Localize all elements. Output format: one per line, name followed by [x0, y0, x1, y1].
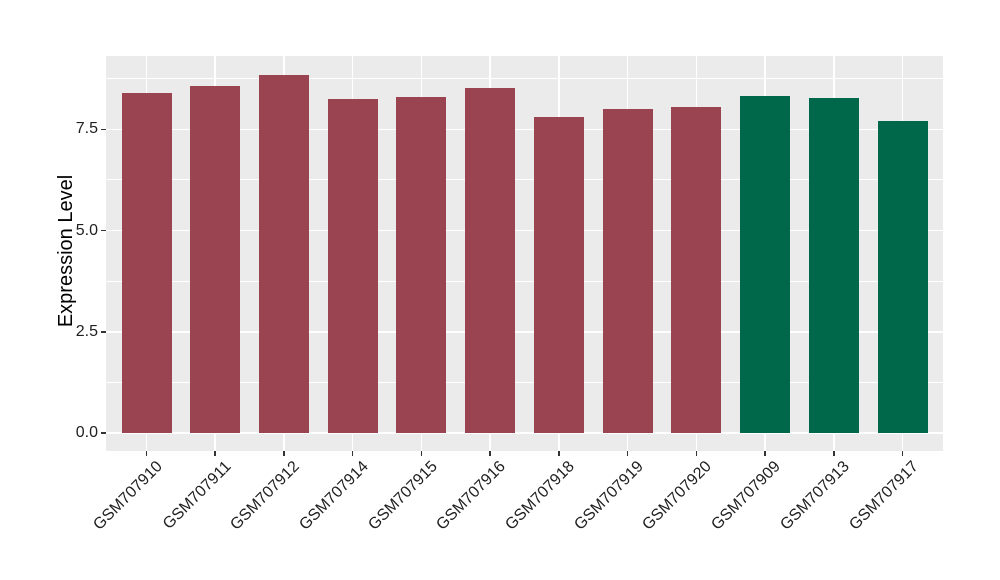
x-tick-mark	[489, 451, 491, 456]
minor-gridline	[106, 78, 943, 80]
x-tick-mark	[901, 451, 904, 456]
bar-GSM707918	[533, 117, 584, 434]
y-tick-label: 0.0	[75, 424, 98, 442]
x-tick-label-text: GSM707919	[571, 458, 647, 534]
x-tick-label-text: GSM707920	[639, 458, 716, 534]
plot-panel	[106, 56, 943, 451]
major-gridline	[106, 229, 943, 232]
minor-gridline	[106, 280, 943, 282]
bar-GSM707909	[740, 96, 791, 434]
x-tick-mark	[558, 451, 560, 456]
bar-GSM707913	[808, 98, 859, 434]
bar-GSM707916	[465, 88, 516, 434]
major-gridline	[106, 432, 943, 434]
x-tick-label-text: GSM707909	[708, 458, 785, 534]
x-tick-mark	[214, 451, 217, 456]
y-axis-title: Expression Level	[55, 174, 77, 328]
x-tick-mark	[351, 451, 354, 456]
x-tick-label-text: GSM707916	[433, 458, 510, 534]
y-tick-mark	[101, 229, 106, 232]
major-gridline	[106, 331, 943, 333]
major-gridline	[106, 128, 943, 131]
x-tick-label-text: GSM707912	[227, 458, 303, 534]
bar-GSM707910	[121, 92, 172, 434]
x-tick-mark	[626, 451, 629, 456]
bar-GSM707919	[602, 108, 653, 434]
x-tick-label-text: GSM707918	[502, 458, 578, 534]
bar-GSM707917	[877, 121, 928, 434]
x-tick-mark	[764, 451, 766, 456]
y-tick-label: 5.0	[75, 221, 98, 239]
bar-GSM707911	[190, 85, 241, 434]
bar-GSM707912	[258, 74, 309, 434]
y-tick-mark	[101, 432, 106, 434]
x-tick-label-text: GSM707915	[364, 458, 441, 534]
minor-gridline	[106, 179, 943, 181]
x-tick-mark	[145, 451, 148, 456]
bar-GSM707914	[327, 99, 378, 434]
y-tick-label: 7.5	[75, 120, 98, 138]
x-tick-label-text: GSM707914	[296, 458, 372, 534]
x-tick-mark	[695, 451, 698, 456]
x-tick-label-text: GSM707911	[159, 458, 235, 533]
x-tick-mark	[420, 451, 423, 456]
minor-gridline	[106, 382, 943, 384]
x-tick-mark	[832, 451, 835, 456]
bar-GSM707915	[396, 96, 447, 434]
y-tick-label: 2.5	[75, 322, 98, 340]
x-tick-label-text: GSM707917	[845, 458, 922, 534]
x-tick-label-text: GSM707910	[89, 458, 166, 534]
x-tick-label-text: GSM707913	[777, 458, 853, 534]
x-tick-mark	[283, 451, 285, 456]
bar-GSM707920	[671, 107, 722, 434]
y-tick-mark	[101, 128, 106, 131]
y-tick-mark	[101, 331, 106, 333]
